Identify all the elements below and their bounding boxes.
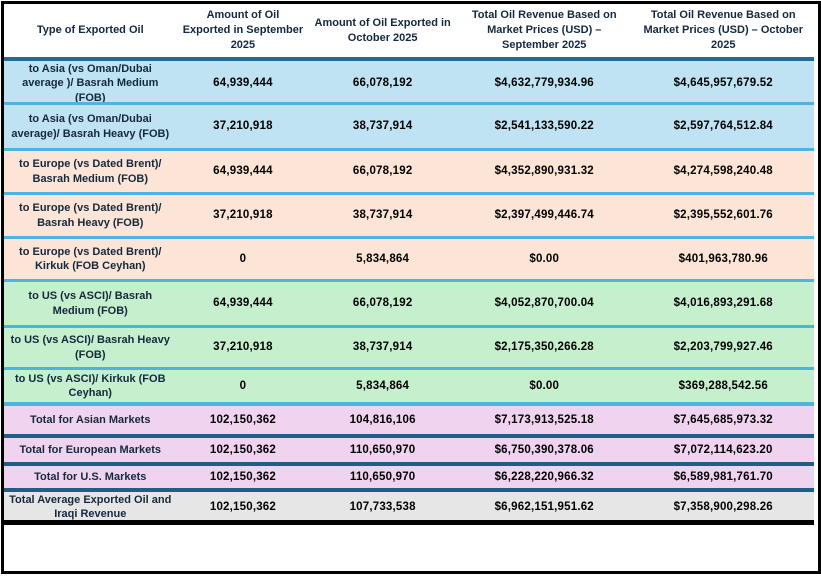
row-label: to Europe (vs Dated Brent)/ Kirkuk (FOB … [19, 245, 162, 272]
revenue-september: $2,175,350,266.28 [494, 341, 594, 354]
amount-october: 66,078,192 [352, 76, 413, 89]
table-row-europe-basrah-heavy: to Europe (vs Dated Brent)/ Basrah Heavy… [4, 192, 814, 236]
column-header-revenue-september: Total Oil Revenue Based on Market Prices… [471, 9, 617, 51]
row-label: to Europe (vs Dated Brent)/ Basrah Mediu… [19, 158, 162, 185]
revenue-october: $2,395,552,601.76 [673, 209, 773, 222]
amount-september: 37,210,918 [213, 120, 273, 133]
revenue-september: $2,541,133,590.22 [494, 120, 594, 133]
revenue-september: $6,228,220,966.32 [494, 470, 594, 483]
amount-september: 102,150,362 [209, 443, 276, 456]
row-label: Total for European Markets [19, 443, 162, 456]
empty-footer-band [4, 520, 814, 571]
table-row-total-asian-markets: Total for Asian Markets 102,150,362 104,… [4, 402, 814, 434]
revenue-october: $2,597,764,512.84 [673, 120, 773, 133]
revenue-october: $6,589,981,761.70 [673, 470, 773, 483]
revenue-october: $4,645,957,679.52 [673, 76, 773, 89]
revenue-october: $4,016,893,291.68 [673, 297, 773, 310]
amount-october: 107,733,538 [349, 500, 416, 513]
amount-october: 38,737,914 [352, 120, 413, 133]
revenue-september: $6,962,151,951.62 [494, 500, 594, 513]
column-header-revenue-october: Total Oil Revenue Based on Market Prices… [643, 9, 804, 51]
amount-september: 0 [239, 379, 247, 392]
amount-october: 66,078,192 [352, 297, 413, 310]
table-row-total-us-markets: Total for U.S. Markets 102,150,362 110,6… [4, 462, 814, 488]
revenue-september: $6,750,390,378.06 [494, 443, 594, 456]
row-label: to Asia (vs Oman/Dubai average )/ Basrah… [22, 63, 159, 104]
revenue-october: $2,203,799,927.46 [673, 341, 773, 354]
table-row-us-kirkuk: to US (vs ASCI)/ Kirkuk (FOB Ceyhan) 0 5… [4, 367, 814, 402]
row-label: Total for U.S. Markets [34, 470, 147, 483]
column-header-amount-october: Amount of Oil Exported in October 2025 [314, 16, 451, 44]
row-label: to US (vs ASCI)/ Basrah Medium (FOB) [28, 290, 153, 317]
amount-september: 102,150,362 [209, 470, 276, 483]
amount-september: 102,150,362 [209, 500, 276, 513]
revenue-october: $7,358,900,298.26 [673, 500, 773, 513]
revenue-october: $401,963,780.96 [678, 252, 768, 265]
table-row-asia-basrah-medium: to Asia (vs Oman/Dubai average )/ Basrah… [4, 61, 814, 104]
row-label: to US (vs ASCI)/ Basrah Heavy (FOB) [10, 334, 170, 361]
revenue-september: $0.00 [529, 379, 560, 392]
table-row-total-european-markets: Total for European Markets 102,150,362 1… [4, 434, 814, 462]
revenue-september: $2,397,499,446.74 [494, 209, 594, 222]
revenue-october: $4,274,598,240.48 [673, 165, 773, 178]
amount-october: 5,834,864 [356, 379, 410, 392]
amount-october: 66,078,192 [352, 165, 413, 178]
amount-september: 64,939,444 [213, 297, 273, 310]
table-row-total-average: Total Average Exported Oil and Iraqi Rev… [4, 488, 814, 520]
revenue-october: $7,072,114,623.20 [673, 443, 773, 456]
amount-october: 104,816,106 [349, 413, 416, 426]
amount-october: 38,737,914 [352, 341, 413, 354]
amount-september: 64,939,444 [213, 165, 273, 178]
amount-september: 0 [239, 252, 247, 265]
revenue-september: $4,352,890,931.32 [494, 165, 594, 178]
amount-october: 110,650,970 [349, 470, 416, 483]
table-row-europe-kirkuk: to Europe (vs Dated Brent)/ Kirkuk (FOB … [4, 236, 814, 279]
amount-october: 5,834,864 [356, 252, 410, 265]
table-row-asia-basrah-heavy: to Asia (vs Oman/Dubai average)/ Basrah … [4, 102, 814, 148]
row-label: to Europe (vs Dated Brent)/ Basrah Heavy… [19, 202, 162, 229]
revenue-september: $7,173,913,525.18 [494, 413, 594, 426]
table-row-us-basrah-heavy: to US (vs ASCI)/ Basrah Heavy (FOB) 37,2… [4, 325, 814, 367]
row-label: to US (vs ASCI)/ Kirkuk (FOB Ceyhan) [14, 372, 166, 399]
row-label: Total Average Exported Oil and Iraqi Rev… [9, 494, 172, 521]
amount-september: 37,210,918 [213, 209, 273, 222]
amount-september: 64,939,444 [213, 76, 273, 89]
revenue-october: $369,288,542.56 [678, 379, 768, 392]
row-label: to Asia (vs Oman/Dubai average)/ Basrah … [11, 113, 170, 140]
amount-october: 110,650,970 [349, 443, 416, 456]
amount-september: 102,150,362 [209, 413, 276, 426]
revenue-september: $4,052,870,700.04 [494, 297, 594, 310]
table-row-europe-basrah-medium: to Europe (vs Dated Brent)/ Basrah Mediu… [4, 148, 814, 192]
column-header-amount-september: Amount of Oil Exported in September 2025 [182, 9, 304, 51]
revenue-october: $7,645,685,973.32 [673, 413, 773, 426]
revenue-september: $4,632,779,934.96 [494, 76, 594, 89]
table-row-us-basrah-medium: to US (vs ASCI)/ Basrah Medium (FOB) 64,… [4, 279, 814, 325]
amount-september: 37,210,918 [213, 341, 273, 354]
table-header-row: Type of Exported Oil Amount of Oil Expor… [4, 4, 814, 61]
column-header-type-of-oil: Type of Exported Oil [36, 24, 144, 37]
revenue-september: $0.00 [529, 252, 560, 265]
row-label: Total for Asian Markets [30, 413, 151, 426]
amount-october: 38,737,914 [352, 209, 413, 222]
